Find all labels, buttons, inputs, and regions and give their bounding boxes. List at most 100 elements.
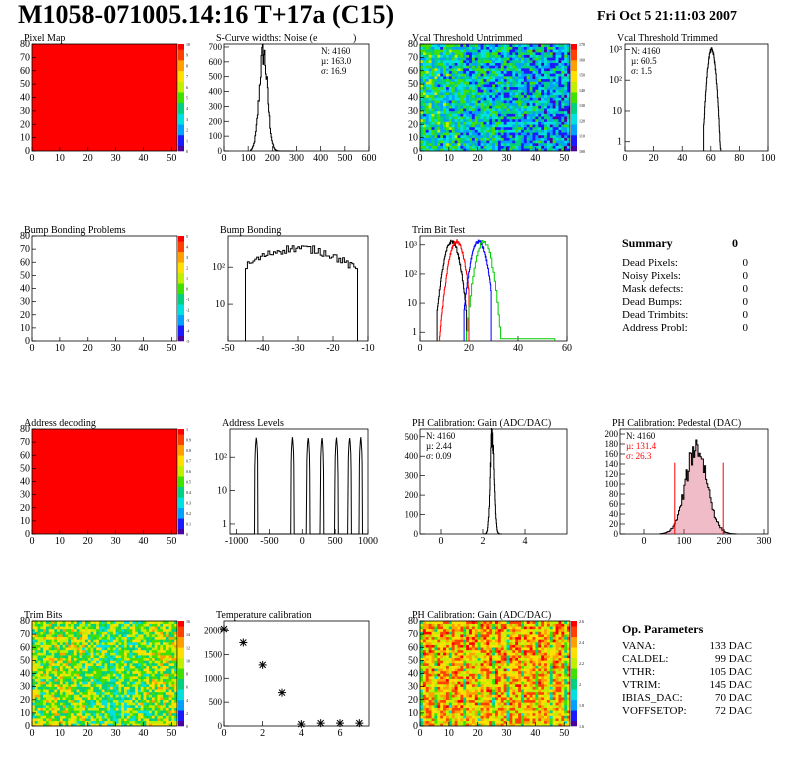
heatmap-cell — [149, 715, 153, 719]
heatmap-cell — [471, 134, 476, 138]
heatmap-cell — [57, 720, 61, 724]
heatmap-cell — [425, 57, 429, 61]
x-tick-label: -1000 — [225, 536, 248, 547]
heatmap-cell — [59, 639, 63, 643]
heatmap-cell — [135, 694, 139, 698]
heatmap-cell — [434, 657, 438, 661]
heatmap-cell — [515, 84, 519, 88]
heatmap-cell — [425, 681, 429, 685]
heatmap-cell — [32, 710, 36, 714]
heatmap-cell — [471, 126, 476, 130]
heatmap-cell — [457, 92, 461, 96]
heatmap-cell — [37, 636, 41, 640]
heatmap-cell — [486, 92, 490, 96]
color-scale-bin — [178, 134, 184, 141]
heatmap-cell — [477, 57, 481, 61]
heatmap-cell — [428, 145, 432, 149]
heatmap-cell — [165, 678, 169, 682]
y-tick-label: 10 — [612, 106, 622, 117]
heatmap-cell — [495, 86, 499, 90]
heatmap-cell — [54, 660, 58, 664]
heatmap-cell — [443, 73, 447, 77]
heatmap-cell — [538, 52, 542, 55]
heatmap-cell — [73, 647, 77, 651]
heatmap-cell — [425, 46, 429, 50]
heatmap-cell — [425, 723, 429, 727]
heatmap-cell — [65, 642, 69, 645]
heatmap-cell — [561, 81, 565, 85]
color-scale-bin — [178, 429, 184, 435]
heatmap-cell — [84, 699, 89, 703]
heatmap-cell — [425, 100, 429, 104]
heatmap-cell — [104, 649, 108, 653]
heatmap-cell — [428, 657, 432, 661]
heatmap-cell — [515, 102, 519, 106]
heatmap-cell — [160, 686, 164, 690]
heatmap-cell — [71, 678, 75, 682]
heatmap-cell — [538, 84, 542, 88]
heatmap-cell — [506, 121, 510, 125]
heatmap-cell — [431, 642, 435, 645]
heatmap-cell — [529, 68, 533, 72]
heatmap-cell — [51, 652, 55, 656]
heatmap-cell — [541, 116, 545, 120]
heatmap-cell — [68, 647, 72, 651]
heatmap-cell — [535, 137, 539, 141]
heatmap-cell — [567, 148, 571, 152]
heatmap-cell — [129, 636, 133, 640]
heatmap-cell — [483, 145, 487, 149]
heatmap-cell — [163, 668, 167, 672]
heatmap-cell — [546, 137, 551, 141]
heatmap-cell — [71, 723, 75, 727]
heatmap-cell — [168, 660, 172, 664]
chart-vcal-untrimmed: Vcal Threshold Untrimmed1001101201301401… — [408, 33, 585, 164]
heatmap-cell — [483, 92, 487, 96]
heatmap-cell — [425, 54, 429, 58]
heatmap-cell — [82, 621, 86, 624]
heatmap-cell — [420, 148, 424, 152]
heatmap-cell — [43, 668, 47, 672]
heatmap-cell — [135, 634, 139, 638]
heatmap-cell — [135, 723, 139, 727]
heatmap-cell — [118, 715, 122, 719]
heatmap-cell — [146, 681, 150, 685]
color-scale-bin — [178, 44, 184, 50]
heatmap-cell — [443, 126, 447, 130]
heatmap-cell — [32, 655, 36, 659]
heatmap-cell — [40, 670, 44, 674]
heatmap-cell — [118, 686, 122, 690]
heatmap-cell — [474, 89, 478, 93]
heatmap-cell — [115, 628, 119, 632]
heatmap-cell — [437, 702, 441, 706]
heatmap-cell — [110, 623, 114, 627]
heatmap-cell — [526, 110, 530, 114]
heatmap-cell — [129, 686, 133, 690]
heatmap-cell — [112, 668, 116, 672]
heatmap-cell — [51, 670, 55, 674]
heatmap-cell — [112, 657, 116, 661]
heatmap-cell — [463, 118, 467, 122]
heatmap-cell — [149, 657, 153, 661]
heatmap-cell — [84, 663, 89, 666]
heatmap-cell — [68, 678, 72, 682]
heatmap-cell — [420, 86, 424, 90]
heatmap-cell — [503, 70, 507, 74]
heatmap-cell — [132, 723, 136, 727]
heatmap-cell — [520, 124, 525, 128]
heatmap-cell — [564, 121, 568, 125]
heatmap-cell — [68, 636, 72, 640]
heatmap-cell — [431, 97, 435, 101]
heatmap-cell — [515, 46, 519, 50]
heatmap-cell — [546, 145, 551, 149]
heatmap-cell — [425, 129, 429, 133]
heatmap-cell — [37, 649, 41, 653]
heatmap-cell — [107, 718, 111, 722]
heatmap-cell — [480, 62, 484, 66]
heatmap-cell — [463, 116, 467, 120]
heatmap-cell — [84, 647, 89, 651]
heatmap-cell — [434, 647, 438, 651]
heatmap-cell — [174, 723, 178, 727]
heatmap-cell — [480, 49, 484, 53]
heatmap-cell — [143, 623, 147, 627]
